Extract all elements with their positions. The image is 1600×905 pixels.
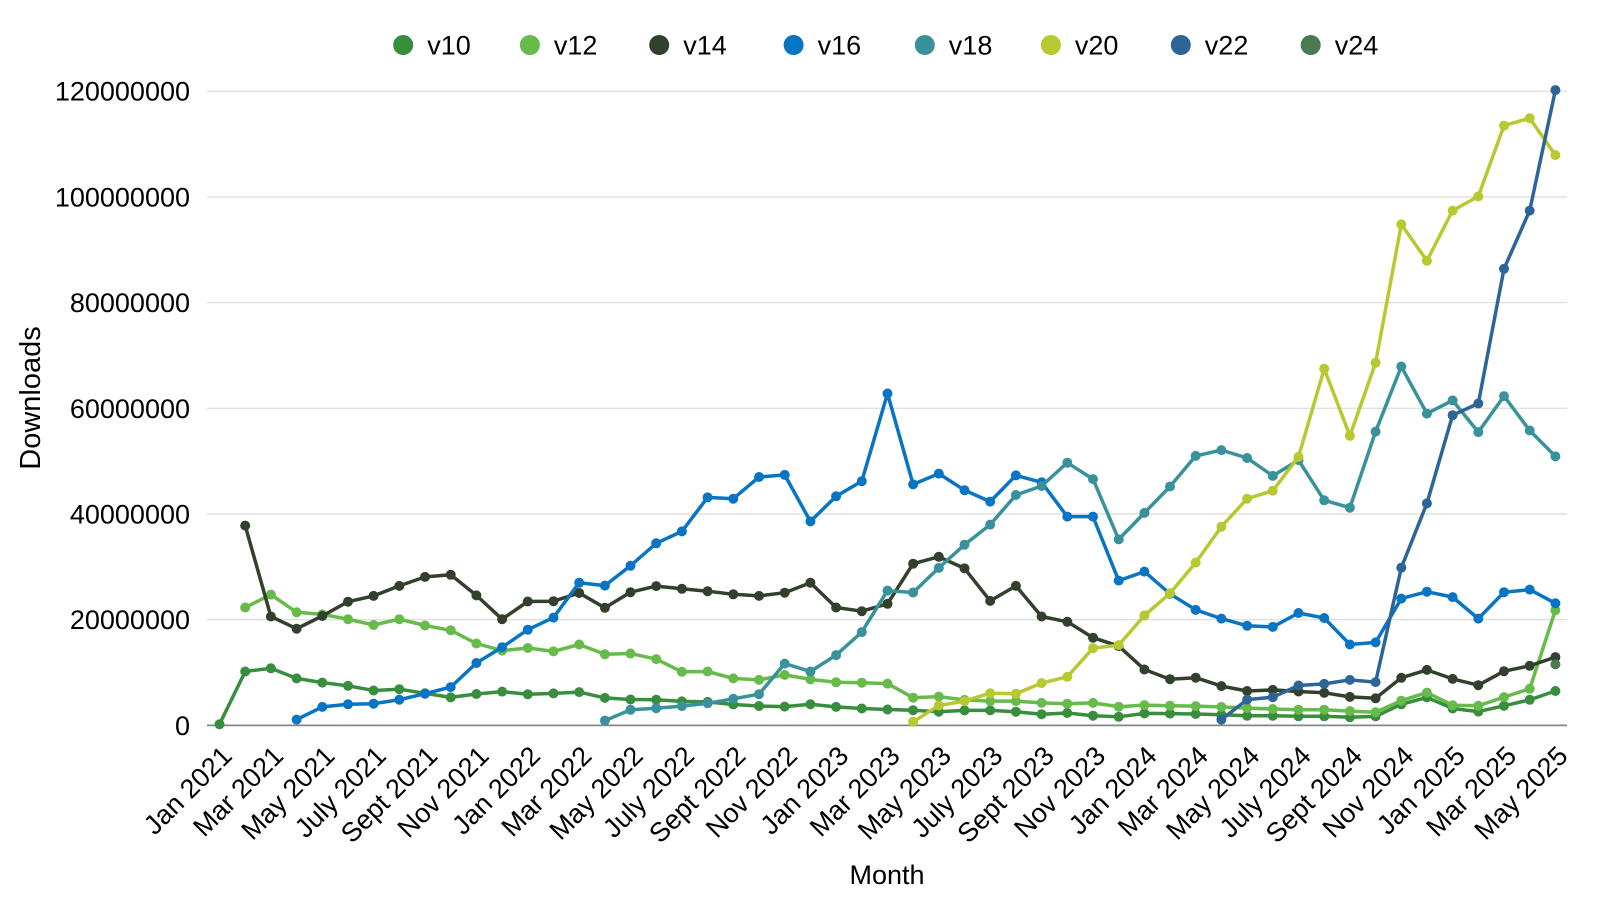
svg-text:v20: v20 bbox=[1075, 31, 1119, 61]
svg-text:Month: Month bbox=[849, 860, 924, 890]
svg-text:v16: v16 bbox=[818, 31, 862, 61]
svg-text:60000000: 60000000 bbox=[70, 394, 190, 424]
svg-text:v18: v18 bbox=[949, 31, 993, 61]
svg-text:40000000: 40000000 bbox=[70, 500, 190, 530]
svg-text:v10: v10 bbox=[427, 31, 471, 61]
svg-text:Downloads: Downloads bbox=[15, 326, 47, 469]
svg-text:v24: v24 bbox=[1335, 31, 1379, 61]
svg-text:80000000: 80000000 bbox=[70, 288, 190, 318]
svg-text:120000000: 120000000 bbox=[55, 77, 190, 107]
svg-text:0: 0 bbox=[175, 711, 190, 741]
svg-text:v22: v22 bbox=[1205, 31, 1249, 61]
svg-text:20000000: 20000000 bbox=[70, 605, 190, 635]
svg-text:v12: v12 bbox=[554, 31, 598, 61]
svg-text:v14: v14 bbox=[683, 31, 727, 61]
svg-text:100000000: 100000000 bbox=[55, 182, 190, 212]
